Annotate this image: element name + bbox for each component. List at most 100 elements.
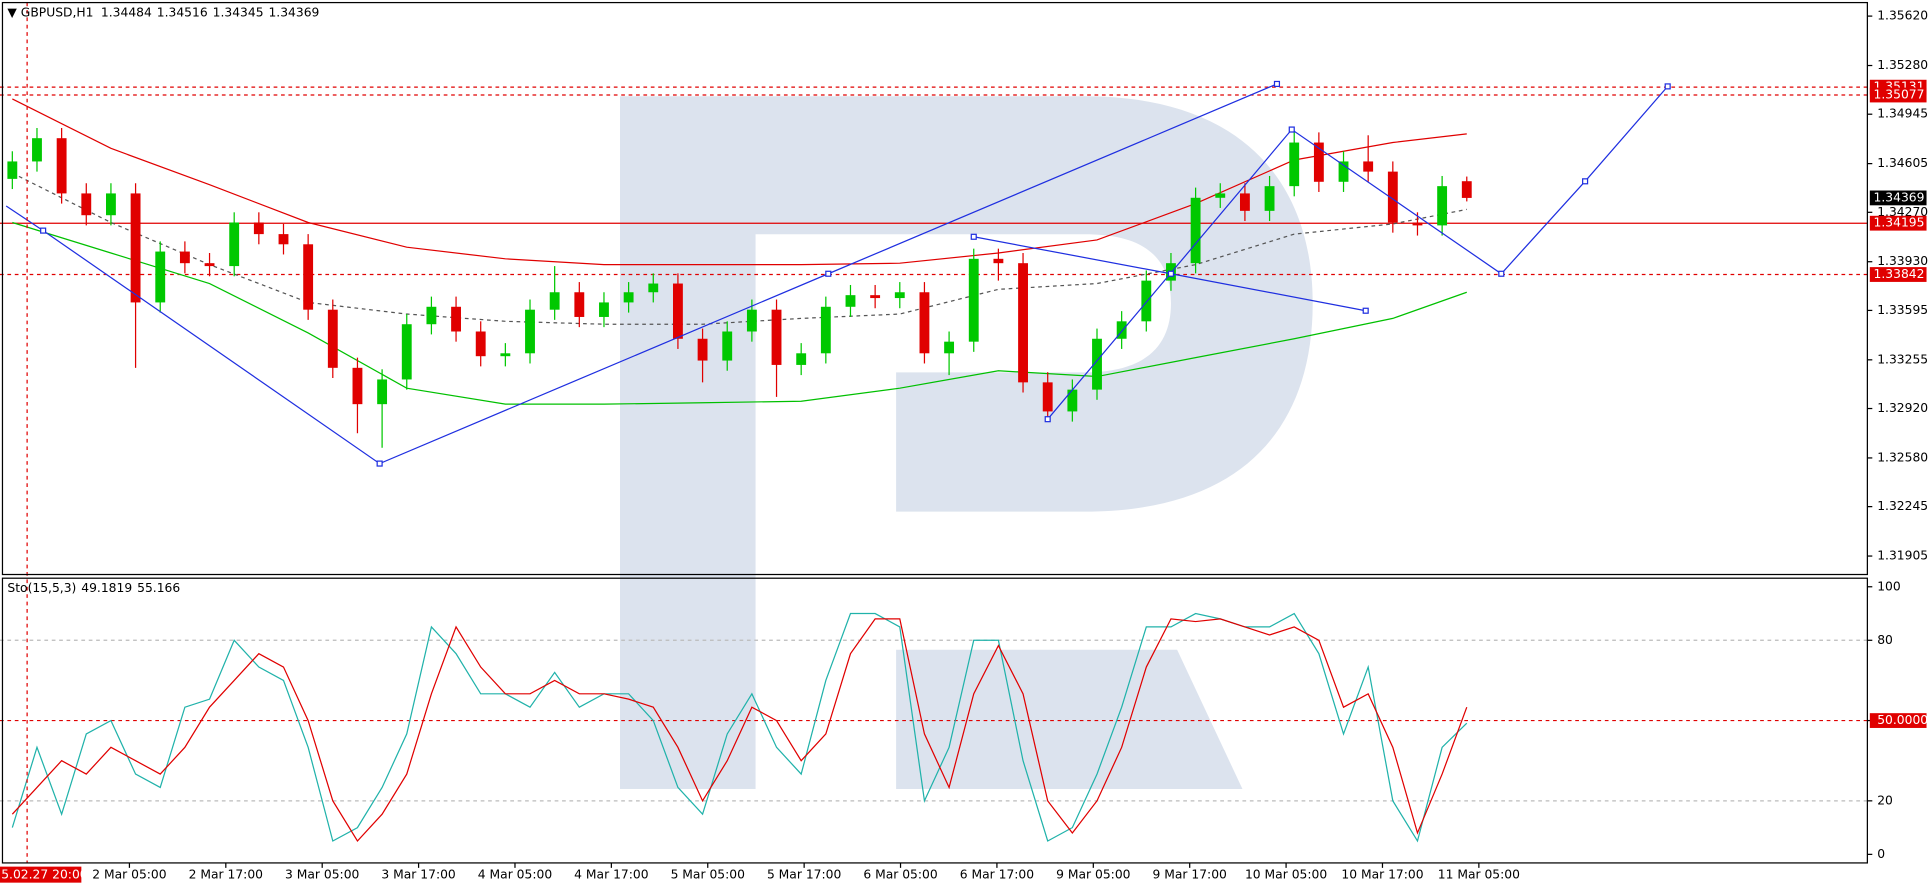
x-tick-label: 9 Mar 05:00 <box>1056 868 1131 882</box>
candle-body <box>56 138 67 194</box>
mark-layer <box>7 98 1472 843</box>
candle-body <box>623 292 634 303</box>
candle-body <box>1289 142 1300 187</box>
level-label-box <box>1869 713 1927 728</box>
candle-body <box>1264 186 1275 211</box>
cursor-label-box <box>0 866 82 883</box>
symbol-title: GBPUSD,H1 <box>21 5 94 19</box>
stochastic-line <box>11 618 1468 843</box>
candle-body <box>1141 280 1152 322</box>
candle-body <box>722 331 733 361</box>
level-label-box <box>1869 215 1927 231</box>
y-tick-label: 20 <box>1877 793 1893 807</box>
label-layer: 1.35620 1.35280 1.34945 1.34605 1.34270 1.339… <box>0 9 1928 883</box>
candle-body <box>426 306 437 325</box>
trend-drawings <box>5 80 1671 467</box>
candle-body <box>944 341 955 354</box>
level-label: 1.35077 <box>1874 88 1925 102</box>
x-tick-label: 6 Mar 17:00 <box>960 868 1035 882</box>
y-tick-label: 80 <box>1877 633 1893 647</box>
x-tick-label: 2 Mar 05:00 <box>92 868 167 882</box>
y-tick-label: 1.32920 <box>1877 401 1928 415</box>
level-label-box <box>1869 87 1927 103</box>
candle-body <box>820 306 831 354</box>
candle-body <box>870 295 881 299</box>
y-tick-label: 1.34605 <box>1877 156 1928 170</box>
candle-body <box>1067 389 1078 412</box>
x-tick-label: 10 Mar 05:00 <box>1245 868 1327 882</box>
y-tick-label: 1.34270 <box>1877 205 1928 219</box>
candle-body <box>968 258 979 342</box>
candle-body <box>574 292 585 317</box>
candle-body <box>1412 222 1423 226</box>
candle-body <box>352 367 363 405</box>
x-tick-label: 4 Mar 05:00 <box>478 868 553 882</box>
header-high: 1.34516 <box>157 5 208 19</box>
candle-body <box>106 193 116 216</box>
y-tick-label: 1.35280 <box>1877 58 1928 72</box>
candle-body <box>697 338 708 361</box>
stoch-title: Sto(15,5,3) <box>7 581 76 595</box>
candle-body <box>549 292 560 310</box>
y-tick-label: 1.32245 <box>1877 499 1928 513</box>
candle-body <box>32 138 42 162</box>
moving-average <box>12 221 1467 405</box>
candle-body <box>377 379 388 405</box>
cursor-label: 5.02.27 20:00 <box>1 868 88 882</box>
watermark <box>619 96 1313 789</box>
x-tick-label: 5 Mar 05:00 <box>671 868 746 882</box>
candle-body <box>81 193 92 216</box>
candle-body <box>7 161 18 179</box>
candle-body <box>1092 338 1102 390</box>
price-header: ▼ GBPUSD,H1 1.34484 1.34516 1.34345 1.34369 <box>7 5 319 19</box>
price-panel-border <box>1 1 1868 576</box>
x-tick-label: 5 Mar 17:00 <box>767 868 842 882</box>
x-tick-label: 3 Mar 17:00 <box>381 868 456 882</box>
x-tick-label: 9 Mar 17:00 <box>1153 868 1228 882</box>
moving-average <box>12 98 1467 266</box>
level-label-box <box>1869 267 1927 282</box>
candle-body <box>894 292 905 299</box>
candle-body <box>229 222 240 267</box>
candle-body <box>672 283 683 339</box>
y-tick-label: 1.32580 <box>1877 450 1928 464</box>
header-low: 1.34345 <box>213 5 264 19</box>
candle-body <box>155 251 166 303</box>
candle-body <box>1461 181 1472 198</box>
x-tick-label: 11 Mar 05:00 <box>1438 868 1520 882</box>
candle-body <box>475 331 486 357</box>
candle-body <box>401 324 412 380</box>
x-tick-label: 4 Mar 17:00 <box>574 868 649 882</box>
candle-body <box>845 295 856 307</box>
candle-body <box>327 309 338 368</box>
header-open: 1.34484 <box>101 5 152 19</box>
candle-body <box>525 309 535 354</box>
level-label: 1.34195 <box>1874 216 1925 230</box>
stoch-panel-border <box>1 577 1868 864</box>
candle-body <box>1042 382 1053 412</box>
candle-body <box>1018 263 1028 383</box>
header-arrow: ▼ <box>7 5 20 19</box>
candle-body <box>204 263 215 267</box>
candle-body <box>599 302 609 317</box>
y-tick-label: 1.31905 <box>1877 549 1928 563</box>
current-price-box <box>1869 190 1927 206</box>
candle-body <box>796 353 807 365</box>
y-tick-label: 100 <box>1877 579 1901 593</box>
y-tick-label: 50.0000 <box>1877 713 1928 727</box>
y-tick-label: 1.35620 <box>1877 9 1928 23</box>
x-tick-label: 2 Mar 17:00 <box>189 868 264 882</box>
candle-body <box>648 283 659 293</box>
stoch-k-value: 49.1819 <box>81 581 132 595</box>
candle-body <box>278 234 289 245</box>
candle-body <box>130 193 141 303</box>
header-close: 1.34369 <box>268 5 319 19</box>
y-tick-label: 0 <box>1877 847 1885 861</box>
candle-body <box>771 309 782 365</box>
candle-body <box>1215 193 1226 198</box>
y-tick-label: 1.33930 <box>1877 254 1928 268</box>
candle-body <box>500 353 511 357</box>
x-tick-label: 10 Mar 17:00 <box>1341 868 1423 882</box>
